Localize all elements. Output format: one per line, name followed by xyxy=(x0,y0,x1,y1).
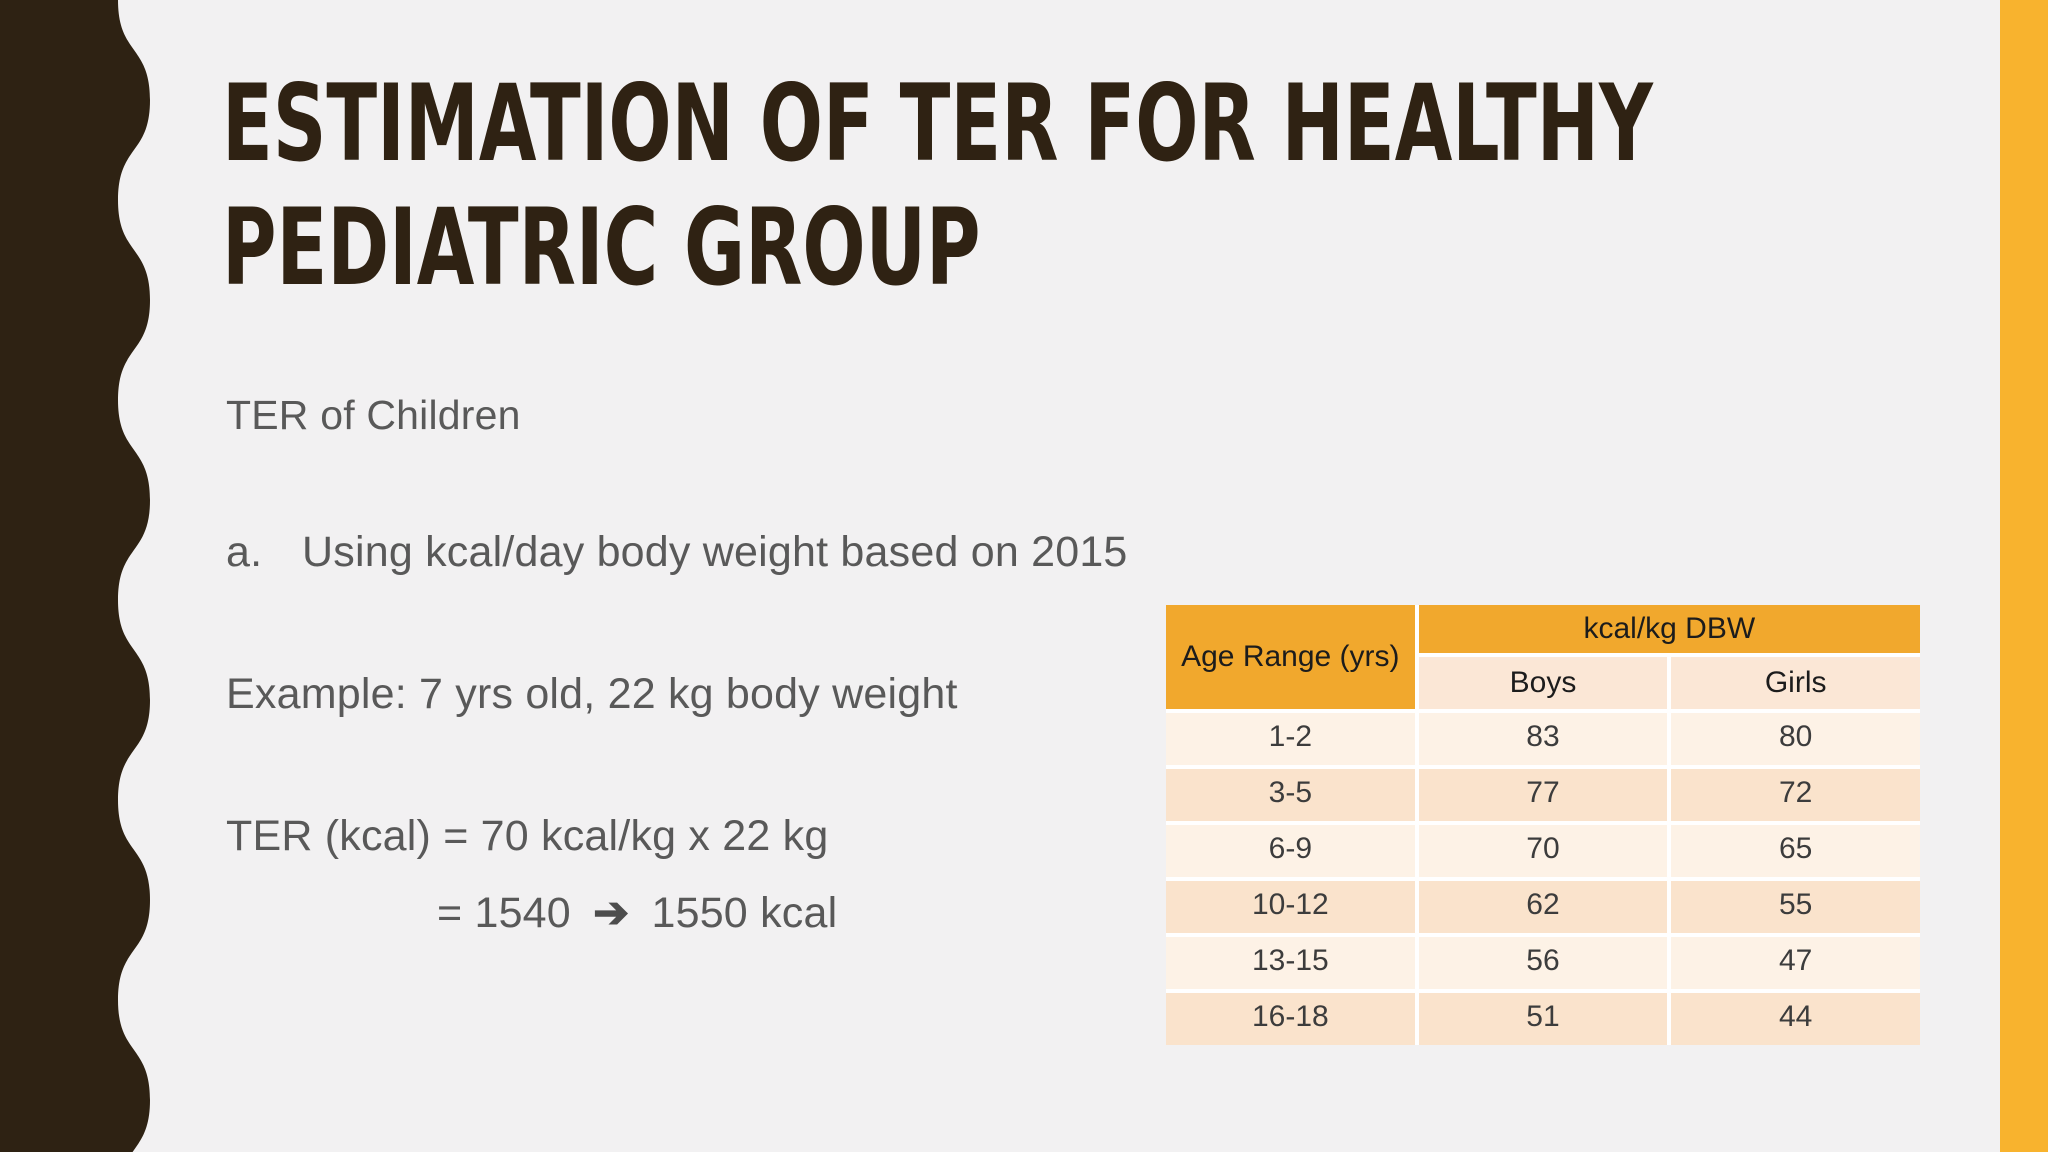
table-cell-age: 3-5 xyxy=(1166,769,1415,821)
table-cell-boys: 56 xyxy=(1418,937,1668,989)
table-cell-girls: 72 xyxy=(1671,769,1920,821)
table-cell-boys: 70 xyxy=(1418,825,1668,877)
table-cell-age: 6-9 xyxy=(1166,825,1415,877)
right-arrow-icon: ➔ xyxy=(593,889,630,937)
table-cell-age: 10-12 xyxy=(1166,881,1415,933)
formula-line-2: = 1540 ➔ 1550 kcal xyxy=(437,888,837,938)
table-cell-boys: 83 xyxy=(1418,713,1668,765)
table-subheader-girls: Girls xyxy=(1671,657,1920,709)
formula-result: = 1540 xyxy=(437,889,571,937)
table-cell-age: 16-18 xyxy=(1166,993,1415,1045)
table-cell-boys: 51 xyxy=(1418,993,1668,1045)
sidebar-wave-shape xyxy=(0,0,150,1152)
slide-title: ESTIMATION OF TER FOR HEALTHY PEDIATRIC … xyxy=(222,62,1704,310)
kcal-per-kg-dbw-table: Age Range (yrs) kcal/kg DBW Boys Girls 1… xyxy=(1166,605,1920,1045)
table-cell-age: 13-15 xyxy=(1166,937,1415,989)
table-cell-girls: 65 xyxy=(1671,825,1920,877)
slide-title-line2: PEDIATRIC GROUP xyxy=(222,186,981,310)
slide-title-line1: ESTIMATION OF TER FOR HEALTHY xyxy=(222,62,1653,185)
table-cell-girls: 55 xyxy=(1671,881,1920,933)
table-cell-girls: 44 xyxy=(1671,993,1920,1045)
right-accent-bar xyxy=(2000,0,2048,1152)
table-cell-girls: 47 xyxy=(1671,937,1920,989)
table-cell-age: 1-2 xyxy=(1166,713,1415,765)
table-cell-boys: 77 xyxy=(1418,769,1668,821)
table-subheader-boys: Boys xyxy=(1418,657,1668,709)
sidebar-wave-decoration xyxy=(0,0,150,1152)
formula-rounded-result: 1550 kcal xyxy=(651,889,838,937)
subtitle-ter-of-children: TER of Children xyxy=(226,392,521,438)
list-marker: a. xyxy=(226,528,263,576)
table-cell-boys: 62 xyxy=(1418,881,1668,933)
list-item-a: a. Using kcal/day body weight based on 2… xyxy=(226,528,1128,577)
table-cell-girls: 80 xyxy=(1671,713,1920,765)
example-line: Example: 7 yrs old, 22 kg body weight xyxy=(226,670,958,718)
formula-line-1: TER (kcal) = 70 kcal/kg x 22 kg xyxy=(226,812,829,860)
list-item-text: Using kcal/day body weight based on 2015 xyxy=(302,528,1128,576)
table-header-age-range: Age Range (yrs) xyxy=(1166,605,1415,709)
table-header-kcal-kg-dbw: kcal/kg DBW xyxy=(1418,605,1920,653)
